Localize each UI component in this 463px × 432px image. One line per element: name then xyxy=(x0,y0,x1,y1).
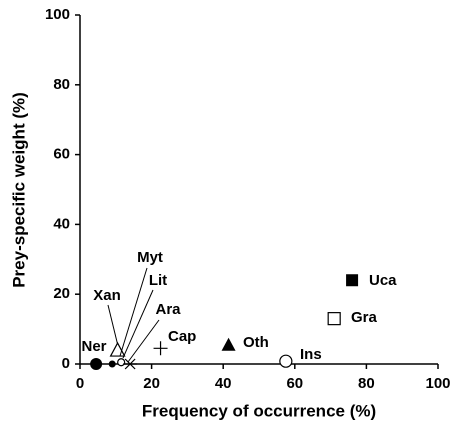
point-label: Lit xyxy=(149,272,167,289)
point-label: Ara xyxy=(155,301,181,318)
y-tick-label: 60 xyxy=(53,146,70,163)
x-tick-label: 100 xyxy=(425,375,450,392)
x-tick-label: 40 xyxy=(215,375,232,392)
point-label: Gra xyxy=(351,309,378,326)
x-tick-label: 0 xyxy=(76,375,84,392)
point-label: Xan xyxy=(93,287,121,304)
y-tick-label: 100 xyxy=(45,6,70,23)
point-label: Ins xyxy=(300,346,322,363)
point-label: Cap xyxy=(168,328,196,345)
x-tick-label: 60 xyxy=(286,375,303,392)
marker xyxy=(90,358,103,370)
marker xyxy=(346,274,359,287)
leader-line xyxy=(127,319,160,363)
marker xyxy=(221,337,236,351)
x-tick-label: 20 xyxy=(143,375,160,392)
marker xyxy=(117,358,126,367)
y-tick-label: 40 xyxy=(53,215,70,232)
y-tick-label: 20 xyxy=(53,285,70,302)
x-tick-label: 80 xyxy=(358,375,375,392)
marker xyxy=(108,360,116,368)
y-tick-label: 0 xyxy=(62,355,70,372)
x-axis-title: Frequency of occurrence (%) xyxy=(142,401,376,420)
y-axis-title: Prey-specific weight (%) xyxy=(9,92,28,288)
marker xyxy=(153,341,168,356)
point-label: Oth xyxy=(243,334,269,351)
marker xyxy=(123,358,138,370)
point-label: Ner xyxy=(81,338,106,355)
marker xyxy=(327,312,341,326)
leader-line xyxy=(119,267,148,357)
marker xyxy=(279,354,293,368)
leader-line xyxy=(107,304,119,347)
point-label: Myt xyxy=(137,249,163,266)
point-label: Uca xyxy=(369,272,397,289)
leader-line xyxy=(122,289,154,359)
y-tick-label: 80 xyxy=(53,76,70,93)
